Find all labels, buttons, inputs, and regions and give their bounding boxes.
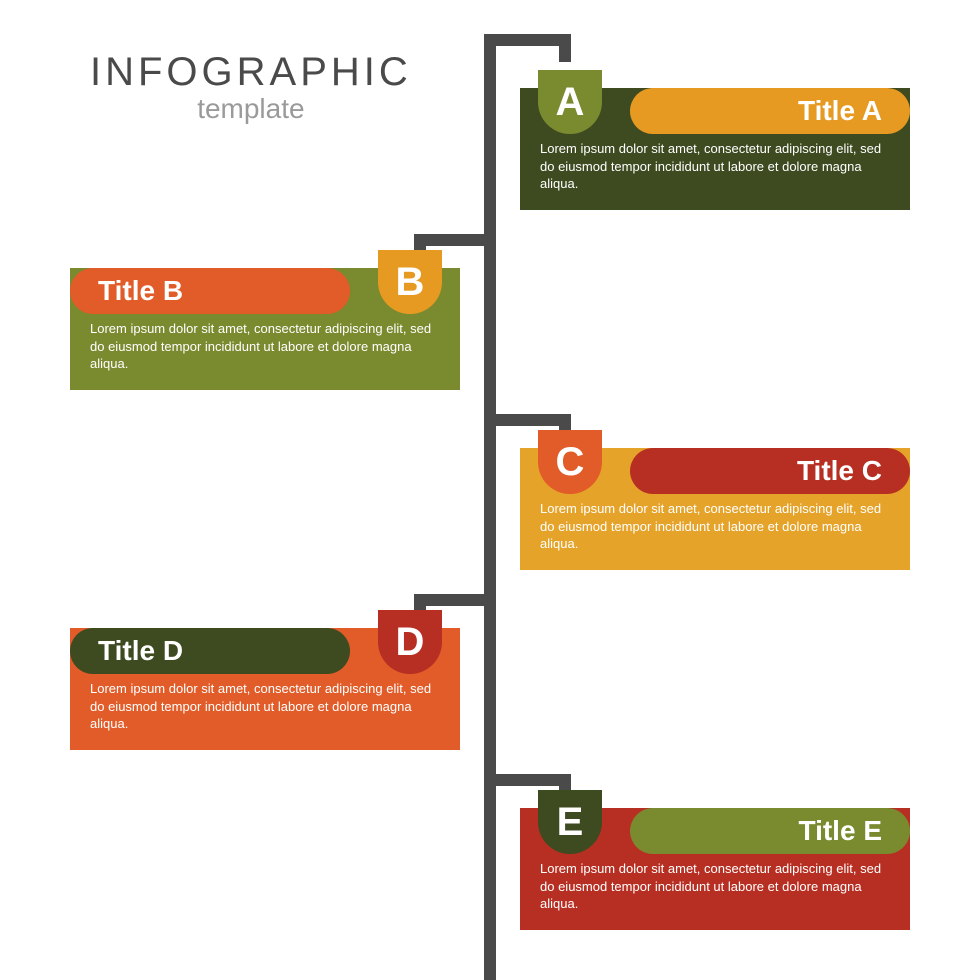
card-letter-badge: D	[378, 610, 442, 674]
card-b: Lorem ipsum dolor sit amet, consectetur …	[70, 250, 460, 390]
card-desc: Lorem ipsum dolor sit amet, consectetur …	[540, 860, 890, 913]
card-title-pill: Title C	[630, 448, 910, 494]
card-title-pill: Title A	[630, 88, 910, 134]
card-letter-badge: B	[378, 250, 442, 314]
card-e: Lorem ipsum dolor sit amet, consectetur …	[520, 790, 910, 930]
infographic-stage: INFOGRAPHIC template Lorem ipsum dolor s…	[0, 0, 980, 980]
card-d: Lorem ipsum dolor sit amet, consectetur …	[70, 610, 460, 750]
card-letter: A	[556, 82, 585, 122]
card-desc: Lorem ipsum dolor sit amet, consectetur …	[90, 680, 440, 733]
card-letter: E	[557, 802, 584, 842]
card-desc: Lorem ipsum dolor sit amet, consectetur …	[90, 320, 440, 373]
card-letter-badge: A	[538, 70, 602, 134]
card-a: Lorem ipsum dolor sit amet, consectetur …	[520, 70, 910, 210]
card-letter: C	[556, 442, 585, 482]
card-title: Title D	[98, 635, 183, 667]
card-letter: D	[396, 622, 425, 662]
card-letter-badge: E	[538, 790, 602, 854]
card-c: Lorem ipsum dolor sit amet, consectetur …	[520, 430, 910, 570]
card-title-pill: Title E	[630, 808, 910, 854]
card-letter: B	[396, 262, 425, 302]
card-title: Title B	[98, 275, 183, 307]
header-subtitle: template	[90, 93, 412, 125]
card-title-pill: Title B	[70, 268, 350, 314]
card-title: Title A	[798, 95, 882, 127]
card-desc: Lorem ipsum dolor sit amet, consectetur …	[540, 500, 890, 553]
header: INFOGRAPHIC template	[90, 50, 412, 125]
card-title: Title C	[797, 455, 882, 487]
card-letter-badge: C	[538, 430, 602, 494]
card-title-pill: Title D	[70, 628, 350, 674]
card-desc: Lorem ipsum dolor sit amet, consectetur …	[540, 140, 890, 193]
card-title: Title E	[798, 815, 882, 847]
header-title: INFOGRAPHIC	[90, 50, 412, 95]
